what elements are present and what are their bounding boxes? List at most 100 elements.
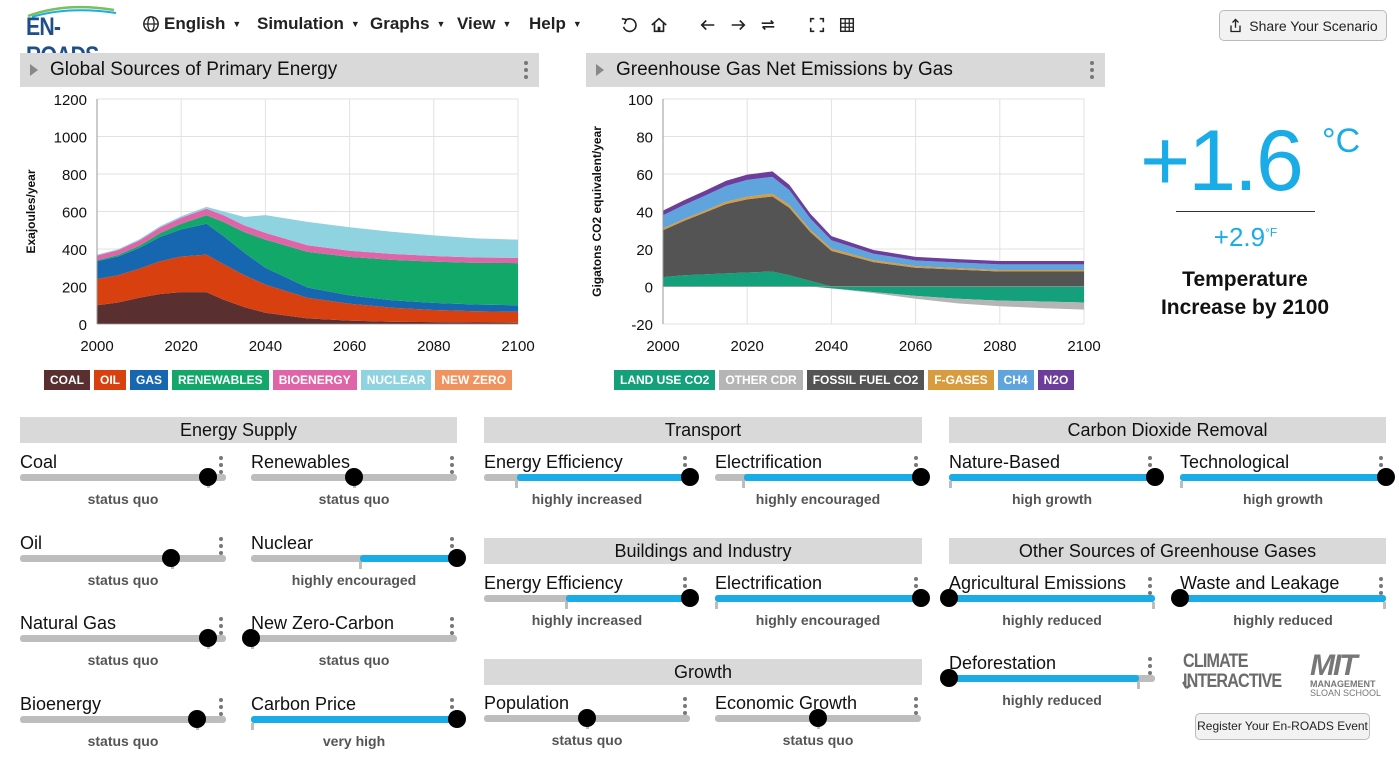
legend-fossil-fuel-co2: FOSSIL FUEL CO2 (806, 370, 925, 390)
forward-icon[interactable] (727, 14, 749, 36)
energy-graph-title: Global Sources of Primary Energy (50, 59, 338, 80)
slider-new-zero-carbon[interactable]: New Zero-Carbon status quo (242, 613, 457, 673)
slider-menu-icon[interactable] (1147, 657, 1153, 675)
slider-deforestation[interactable]: Deforestation highly reduced (940, 653, 1155, 713)
slider-menu-icon[interactable] (449, 456, 455, 474)
slider-track[interactable] (20, 474, 226, 481)
slider-bioenergy[interactable]: Bioenergy status quo (20, 694, 226, 754)
slider-technological[interactable]: Technological high growth (1180, 452, 1395, 512)
slider-knob[interactable] (940, 669, 958, 687)
emissions-graph-header[interactable]: Greenhouse Gas Net Emissions by Gas (586, 53, 1105, 87)
slider-track[interactable] (20, 635, 226, 642)
slider-reference-tick (1383, 602, 1386, 609)
slider-carbon-price[interactable]: Carbon Price very high (251, 694, 466, 754)
slider-reference-tick (564, 602, 568, 609)
slider-knob[interactable] (448, 549, 466, 567)
slider-natural-gas[interactable]: Natural Gas status quo (20, 613, 226, 673)
legend-f-gases: F-GASES (928, 370, 994, 390)
slider-nature-based[interactable]: Nature-Based high growth (949, 452, 1164, 512)
slider-knob[interactable] (199, 468, 218, 486)
slider-fill (251, 716, 457, 723)
slider-transport-electrification[interactable]: Electrification highly encouraged (715, 452, 930, 512)
slider-status: highly encouraged (755, 491, 881, 507)
menu-language-label: English (164, 14, 226, 33)
fullscreen-icon[interactable] (806, 14, 828, 36)
climate-interactive-logo[interactable]: CLIMATE INTERACTIVE (1182, 652, 1282, 696)
slider-knob[interactable] (448, 710, 466, 728)
slider-fill (949, 675, 1139, 682)
slider-waste-leakage[interactable]: Waste and Leakage highly reduced (1171, 573, 1386, 633)
slider-agricultural[interactable]: Agricultural Emissions highly reduced (940, 573, 1155, 633)
energy-graph-header[interactable]: Global Sources of Primary Energy (20, 53, 539, 87)
slider-track[interactable] (251, 555, 457, 562)
area-gas (97, 223, 518, 312)
slider-track[interactable] (20, 555, 226, 562)
slider-menu-icon[interactable] (218, 537, 224, 555)
slider-knob[interactable] (1377, 468, 1395, 486)
slider-renewables[interactable]: Renewables status quo (251, 452, 457, 512)
y-tick-label: 60 (636, 167, 653, 184)
slider-menu-icon[interactable] (682, 697, 688, 715)
slider-population[interactable]: Population status quo (484, 693, 690, 753)
slider-knob[interactable] (912, 468, 930, 486)
slider-menu-icon[interactable] (1147, 577, 1153, 595)
x-tick-label: 2040 (815, 338, 848, 355)
graph-menu-icon[interactable] (1089, 61, 1095, 79)
slider-knob[interactable] (345, 468, 363, 486)
slider-status: highly reduced (1002, 612, 1102, 628)
globe-icon (143, 16, 159, 32)
en-roads-logo[interactable]: EN-ROADS (26, 4, 118, 70)
slider-knob[interactable] (242, 629, 260, 647)
slider-label: Electrification (715, 573, 823, 593)
slider-knob[interactable] (1171, 589, 1189, 607)
slider-knob[interactable] (188, 710, 207, 728)
undo-icon[interactable] (618, 14, 640, 36)
menu-language[interactable]: English ▼ (142, 14, 241, 34)
slider-knob[interactable] (1146, 468, 1164, 486)
slider-menu-icon[interactable] (218, 617, 224, 635)
slider-knob[interactable] (940, 589, 958, 607)
slider-menu-icon[interactable] (1378, 577, 1384, 595)
slider-buildings-electrification[interactable]: Electrification highly encouraged (715, 573, 930, 633)
back-icon[interactable] (697, 14, 719, 36)
register-event-button[interactable]: Register Your En-ROADS Event (1195, 713, 1370, 740)
menu-simulation[interactable]: Simulation ▼ (257, 14, 360, 34)
grid-icon[interactable] (836, 14, 858, 36)
slider-fill (360, 555, 457, 562)
slider-menu-icon[interactable] (218, 456, 224, 474)
slider-knob[interactable] (681, 468, 699, 486)
slider-nuclear[interactable]: Nuclear highly encouraged (251, 533, 466, 593)
y-tick-label: 0 (79, 317, 87, 334)
y-tick-label: 400 (62, 242, 87, 259)
menu-view[interactable]: View ▼ (457, 14, 511, 34)
slider-menu-icon[interactable] (913, 697, 919, 715)
menu-graphs[interactable]: Graphs ▼ (370, 14, 445, 34)
slider-economic-growth[interactable]: Economic Growth status quo (715, 693, 921, 753)
slider-knob[interactable] (912, 589, 930, 607)
slider-oil[interactable]: Oil status quo (20, 533, 226, 593)
menu-help[interactable]: Help ▼ (529, 14, 582, 34)
slider-knob[interactable] (162, 549, 181, 567)
slider-knob[interactable] (199, 629, 218, 647)
logo-swoosh-icon (27, 5, 117, 18)
slider-track[interactable] (251, 635, 457, 642)
slider-knob[interactable] (578, 709, 596, 727)
expand-triangle-icon[interactable] (30, 64, 38, 76)
celsius-unit: °C (1322, 122, 1361, 160)
expand-triangle-icon[interactable] (596, 64, 604, 76)
mit-sloan-logo[interactable]: MIT MANAGEMENT SLOAN SCHOOL (1310, 651, 1390, 698)
slider-coal[interactable]: Coal status quo (20, 452, 226, 512)
graph-menu-icon[interactable] (523, 61, 529, 79)
slider-buildings-efficiency[interactable]: Energy Efficiency highly increased (484, 573, 699, 633)
slider-knob[interactable] (809, 709, 827, 727)
compare-icon[interactable] (757, 14, 779, 36)
slider-menu-icon[interactable] (449, 617, 455, 635)
slider-transport-efficiency[interactable]: Energy Efficiency highly increased (484, 452, 699, 512)
share-scenario-button[interactable]: Share Your Scenario (1219, 10, 1387, 41)
slider-menu-icon[interactable] (218, 698, 224, 716)
slider-knob[interactable] (681, 589, 699, 607)
slider-track[interactable] (20, 716, 226, 723)
home-icon[interactable] (648, 14, 670, 36)
slider-label: Carbon Price (251, 694, 357, 714)
area-coal (97, 292, 518, 324)
